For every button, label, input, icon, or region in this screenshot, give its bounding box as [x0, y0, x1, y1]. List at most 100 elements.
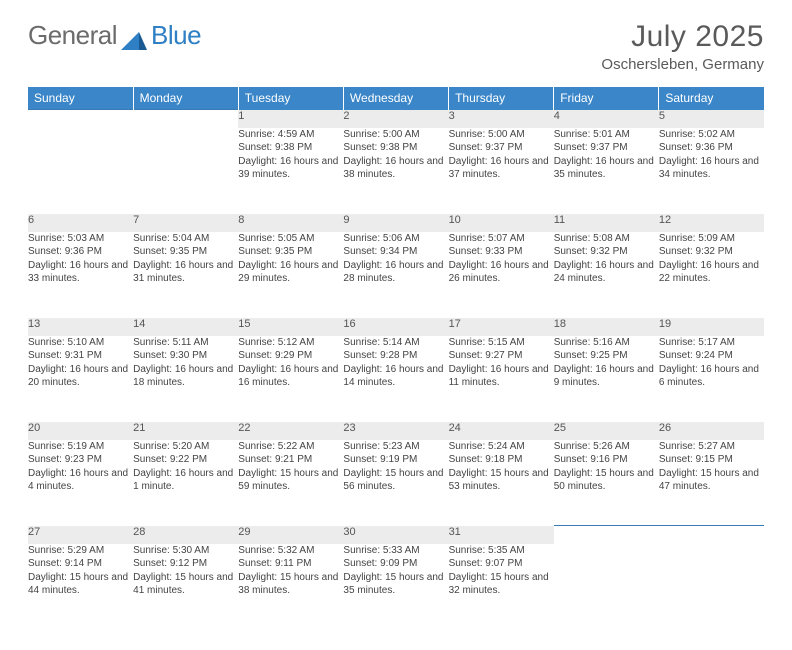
day-cell: Sunrise: 5:22 AMSunset: 9:21 PMDaylight:… — [238, 440, 343, 526]
sunrise-line: Sunrise: 5:16 AM — [554, 336, 659, 350]
daylight-line: Daylight: 16 hours and 9 minutes. — [554, 363, 659, 390]
sunset-line: Sunset: 9:23 PM — [28, 453, 133, 467]
weekday-header: Friday — [554, 87, 659, 110]
day-cell: Sunrise: 5:24 AMSunset: 9:18 PMDaylight:… — [449, 440, 554, 526]
sunset-line: Sunset: 9:07 PM — [449, 557, 554, 571]
day-number: 24 — [449, 422, 554, 440]
day-number: 4 — [554, 110, 659, 128]
empty-cell — [554, 544, 659, 630]
day-cell: Sunrise: 5:27 AMSunset: 9:15 PMDaylight:… — [659, 440, 764, 526]
weekday-header: Tuesday — [238, 87, 343, 110]
daylight-line: Daylight: 16 hours and 6 minutes. — [659, 363, 764, 390]
daylight-line: Daylight: 16 hours and 33 minutes. — [28, 259, 133, 286]
day-cell: Sunrise: 5:19 AMSunset: 9:23 PMDaylight:… — [28, 440, 133, 526]
sunrise-line: Sunrise: 5:11 AM — [133, 336, 238, 350]
brand-logo: General Blue — [28, 20, 201, 51]
sunset-line: Sunset: 9:25 PM — [554, 349, 659, 363]
sunrise-line: Sunrise: 5:33 AM — [343, 544, 448, 558]
day-number: 5 — [659, 110, 764, 128]
daylight-line: Daylight: 15 hours and 53 minutes. — [449, 467, 554, 494]
day-cell: Sunrise: 5:00 AMSunset: 9:37 PMDaylight:… — [449, 128, 554, 214]
brand-text-1: General — [28, 20, 117, 51]
daylight-line: Daylight: 16 hours and 1 minute. — [133, 467, 238, 494]
sunrise-line: Sunrise: 5:23 AM — [343, 440, 448, 454]
day-number: 15 — [238, 318, 343, 336]
day-number: 29 — [238, 526, 343, 544]
sunrise-line: Sunrise: 5:24 AM — [449, 440, 554, 454]
day-number: 22 — [238, 422, 343, 440]
sunrise-line: Sunrise: 5:30 AM — [133, 544, 238, 558]
sunset-line: Sunset: 9:33 PM — [449, 245, 554, 259]
calendar-page: General Blue July 2025 Oschersleben, Ger… — [0, 0, 792, 650]
day-number: 17 — [449, 318, 554, 336]
sunset-line: Sunset: 9:32 PM — [659, 245, 764, 259]
daylight-line: Daylight: 15 hours and 44 minutes. — [28, 571, 133, 598]
sunrise-line: Sunrise: 5:29 AM — [28, 544, 133, 558]
day-cell: Sunrise: 5:23 AMSunset: 9:19 PMDaylight:… — [343, 440, 448, 526]
day-content-row: Sunrise: 5:19 AMSunset: 9:23 PMDaylight:… — [28, 440, 764, 526]
sunset-line: Sunset: 9:27 PM — [449, 349, 554, 363]
sunrise-line: Sunrise: 5:17 AM — [659, 336, 764, 350]
calendar-table: SundayMondayTuesdayWednesdayThursdayFrid… — [28, 87, 764, 630]
sunrise-line: Sunrise: 5:01 AM — [554, 128, 659, 142]
sunset-line: Sunset: 9:22 PM — [133, 453, 238, 467]
sunset-line: Sunset: 9:12 PM — [133, 557, 238, 571]
sunset-line: Sunset: 9:36 PM — [28, 245, 133, 259]
day-cell: Sunrise: 5:12 AMSunset: 9:29 PMDaylight:… — [238, 336, 343, 422]
day-number: 26 — [659, 422, 764, 440]
empty-cell — [28, 110, 133, 128]
daylight-line: Daylight: 16 hours and 31 minutes. — [133, 259, 238, 286]
weekday-header: Wednesday — [343, 87, 448, 110]
day-number: 18 — [554, 318, 659, 336]
day-number: 23 — [343, 422, 448, 440]
day-cell: Sunrise: 5:05 AMSunset: 9:35 PMDaylight:… — [238, 232, 343, 318]
sunrise-line: Sunrise: 5:00 AM — [449, 128, 554, 142]
empty-cell — [659, 526, 764, 544]
sunset-line: Sunset: 9:15 PM — [659, 453, 764, 467]
sunset-line: Sunset: 9:21 PM — [238, 453, 343, 467]
day-number-row: 20212223242526 — [28, 422, 764, 440]
daylight-line: Daylight: 16 hours and 35 minutes. — [554, 155, 659, 182]
day-cell: Sunrise: 5:33 AMSunset: 9:09 PMDaylight:… — [343, 544, 448, 630]
sunrise-line: Sunrise: 5:10 AM — [28, 336, 133, 350]
sunset-line: Sunset: 9:19 PM — [343, 453, 448, 467]
sunset-line: Sunset: 9:32 PM — [554, 245, 659, 259]
day-number-row: 13141516171819 — [28, 318, 764, 336]
day-number: 31 — [449, 526, 554, 544]
location-subtitle: Oschersleben, Germany — [601, 56, 764, 73]
sunrise-line: Sunrise: 5:15 AM — [449, 336, 554, 350]
day-cell: Sunrise: 5:17 AMSunset: 9:24 PMDaylight:… — [659, 336, 764, 422]
sunrise-line: Sunrise: 5:06 AM — [343, 232, 448, 246]
daylight-line: Daylight: 15 hours and 56 minutes. — [343, 467, 448, 494]
daylight-line: Daylight: 15 hours and 59 minutes. — [238, 467, 343, 494]
day-number: 3 — [449, 110, 554, 128]
day-content-row: Sunrise: 5:10 AMSunset: 9:31 PMDaylight:… — [28, 336, 764, 422]
sunset-line: Sunset: 9:35 PM — [238, 245, 343, 259]
sunset-line: Sunset: 9:34 PM — [343, 245, 448, 259]
daylight-line: Daylight: 16 hours and 28 minutes. — [343, 259, 448, 286]
weekday-header: Thursday — [449, 87, 554, 110]
day-number: 20 — [28, 422, 133, 440]
daylight-line: Daylight: 15 hours and 32 minutes. — [449, 571, 554, 598]
day-number-row: 12345 — [28, 110, 764, 128]
day-number: 16 — [343, 318, 448, 336]
sunset-line: Sunset: 9:29 PM — [238, 349, 343, 363]
sunset-line: Sunset: 9:38 PM — [343, 141, 448, 155]
sunrise-line: Sunrise: 5:35 AM — [449, 544, 554, 558]
daylight-line: Daylight: 16 hours and 22 minutes. — [659, 259, 764, 286]
brand-text-2: Blue — [151, 20, 201, 51]
day-cell: Sunrise: 5:08 AMSunset: 9:32 PMDaylight:… — [554, 232, 659, 318]
sunrise-line: Sunrise: 5:03 AM — [28, 232, 133, 246]
sunset-line: Sunset: 9:38 PM — [238, 141, 343, 155]
day-number-row: 2728293031 — [28, 526, 764, 544]
daylight-line: Daylight: 16 hours and 14 minutes. — [343, 363, 448, 390]
sunrise-line: Sunrise: 5:09 AM — [659, 232, 764, 246]
day-number: 9 — [343, 214, 448, 232]
title-block: July 2025 Oschersleben, Germany — [601, 20, 764, 73]
day-cell: Sunrise: 5:30 AMSunset: 9:12 PMDaylight:… — [133, 544, 238, 630]
sunset-line: Sunset: 9:24 PM — [659, 349, 764, 363]
sunset-line: Sunset: 9:11 PM — [238, 557, 343, 571]
weekday-header: Saturday — [659, 87, 764, 110]
sunrise-line: Sunrise: 5:32 AM — [238, 544, 343, 558]
day-content-row: Sunrise: 5:03 AMSunset: 9:36 PMDaylight:… — [28, 232, 764, 318]
